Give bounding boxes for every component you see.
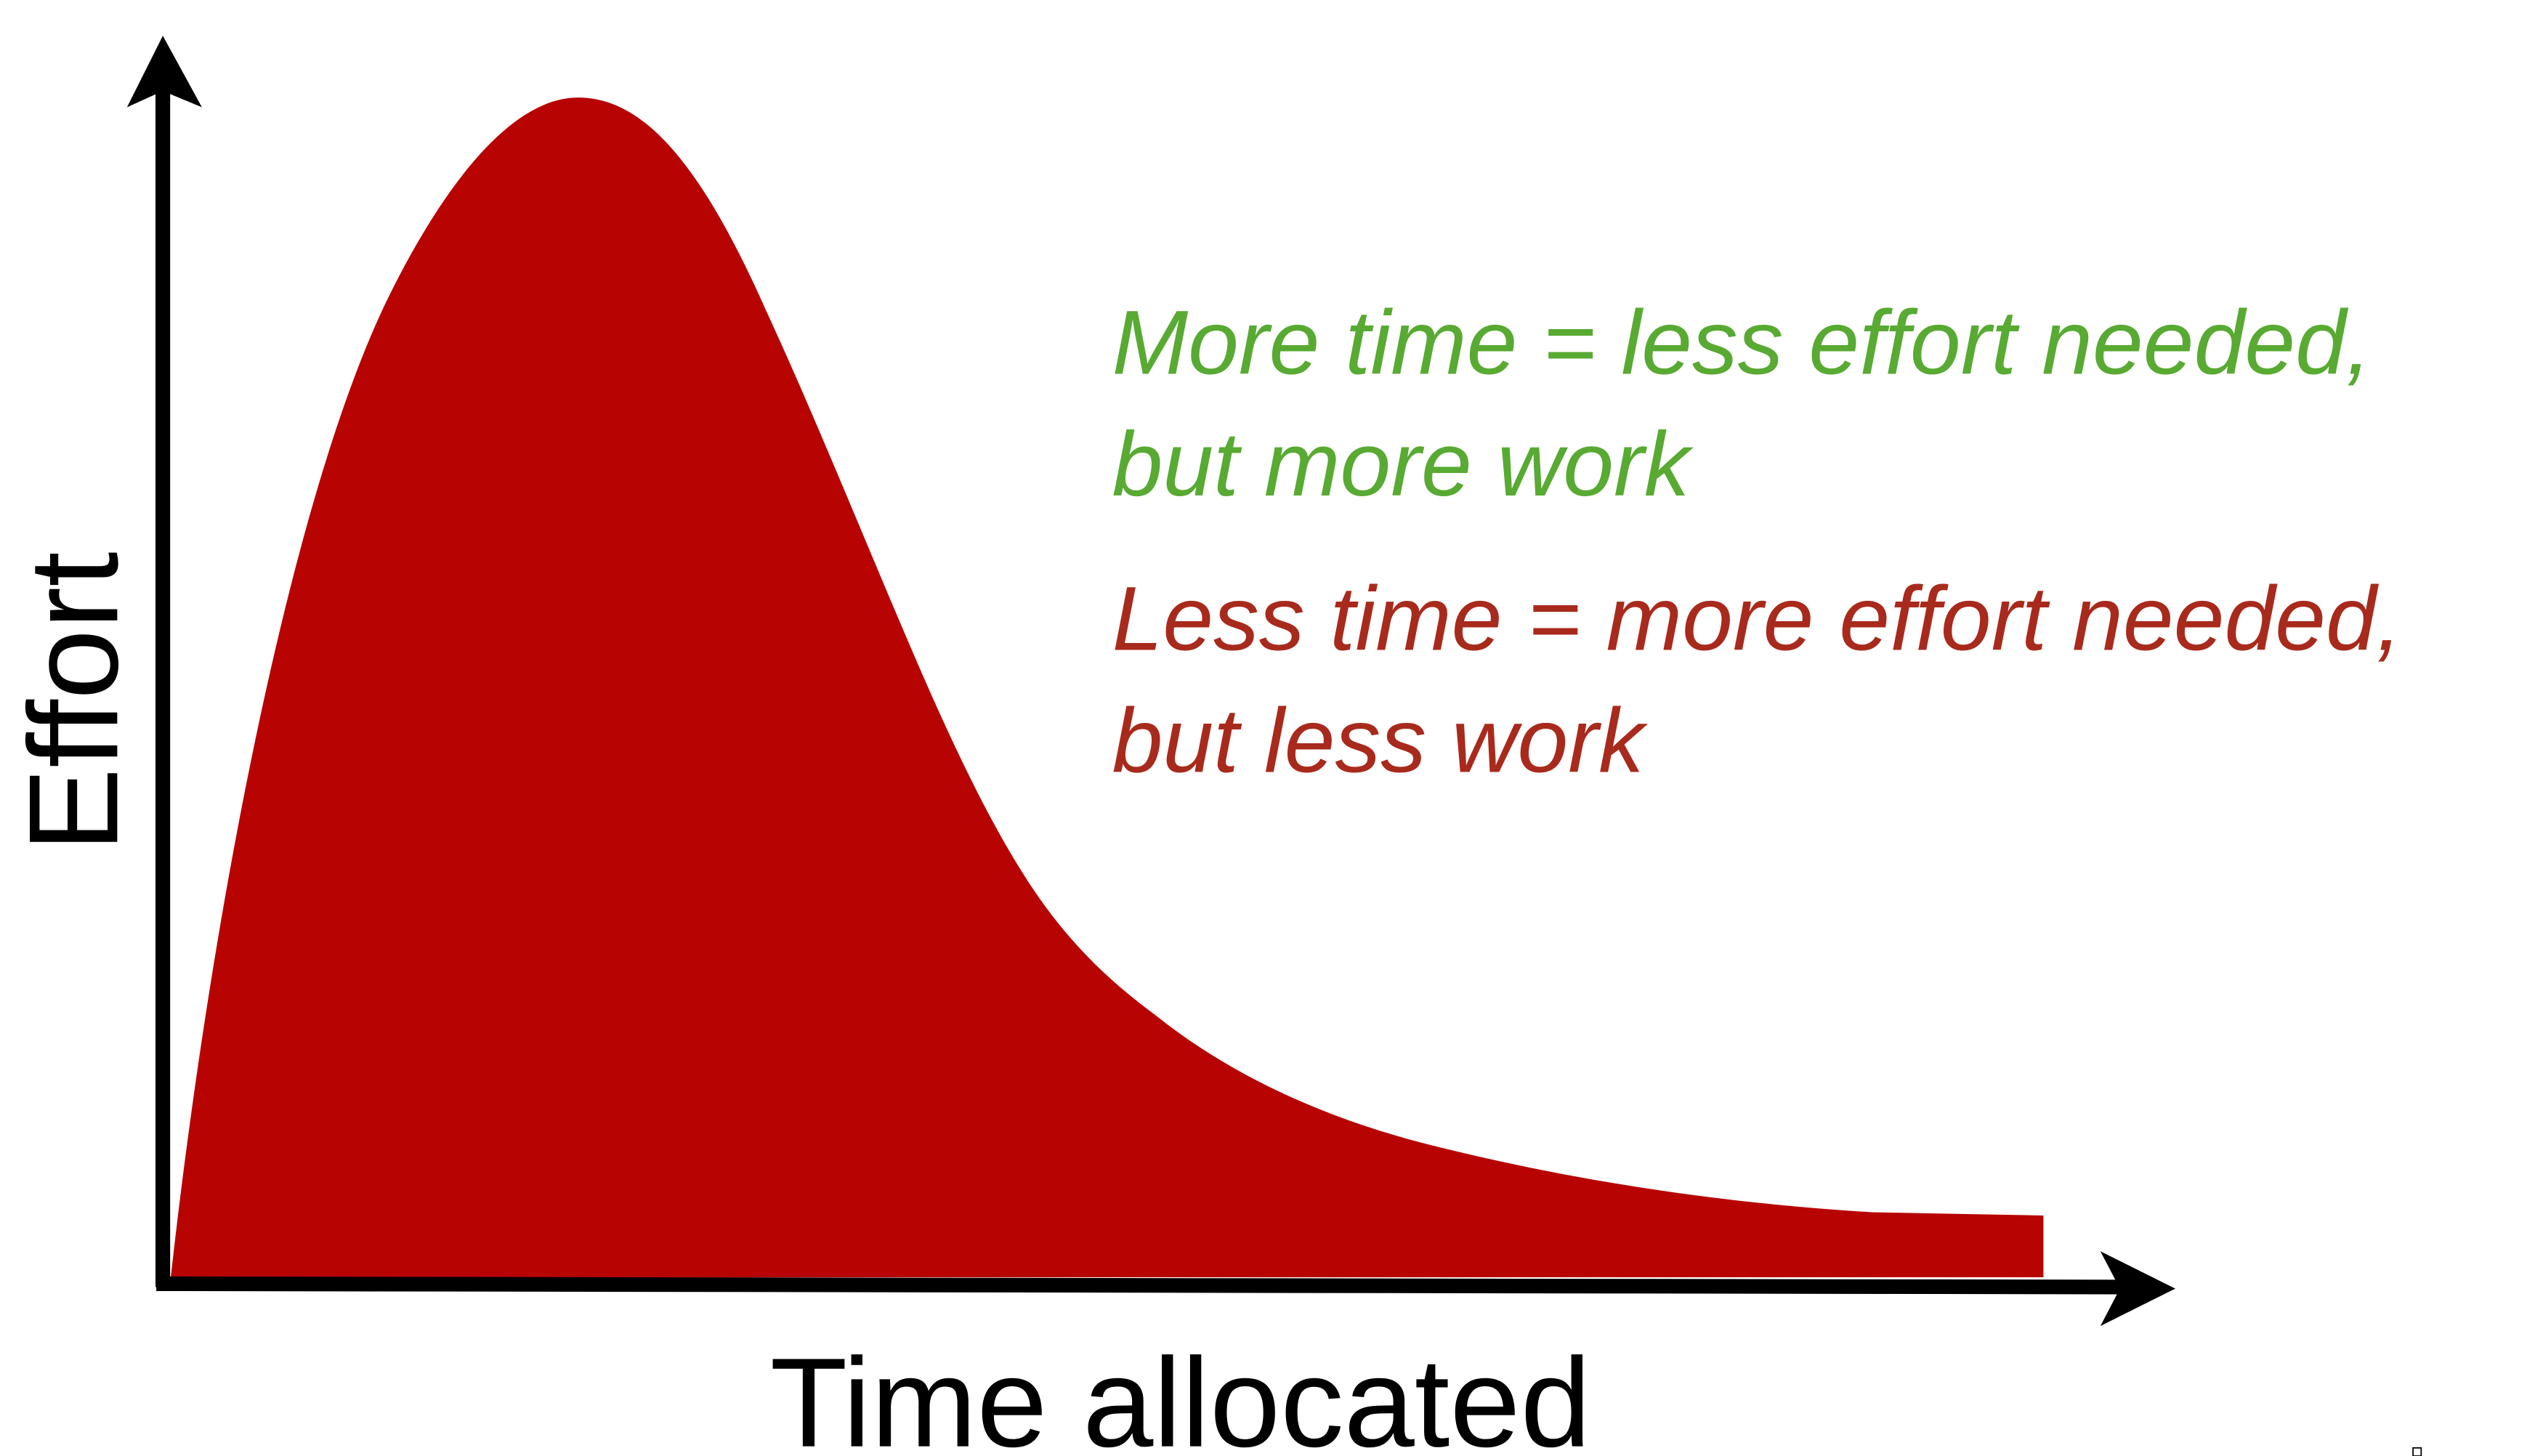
effort-curve-area xyxy=(171,97,2044,1277)
annotation-less-time-line2: but less work xyxy=(1112,689,1649,791)
small-square-marker xyxy=(2412,1447,2422,1456)
y-axis-arrowhead xyxy=(126,36,202,108)
x-axis-line xyxy=(156,1276,2125,1295)
annotation-more-time-line2: but more work xyxy=(1112,413,1694,515)
x-axis-arrowhead xyxy=(2100,1251,2175,1327)
annotation-less-time-line1: Less time = more effort needed, xyxy=(1112,568,2402,670)
y-axis-label: Effort xyxy=(3,551,145,852)
annotation-more-time-line1: More time = less effort needed, xyxy=(1112,292,2372,394)
x-axis-label: Time allocated xyxy=(770,1332,1591,1456)
